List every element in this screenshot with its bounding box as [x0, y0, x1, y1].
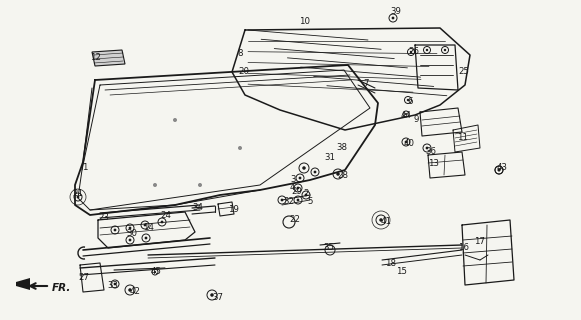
Circle shape	[497, 169, 500, 172]
Circle shape	[444, 49, 446, 51]
Text: 28: 28	[337, 172, 348, 180]
Text: 10: 10	[299, 18, 310, 27]
Text: 12: 12	[90, 52, 101, 61]
Circle shape	[314, 171, 317, 173]
Text: 42: 42	[130, 286, 141, 295]
Circle shape	[145, 236, 148, 239]
Text: 37: 37	[212, 293, 223, 302]
Text: 11: 11	[457, 133, 468, 142]
Text: 30: 30	[126, 229, 137, 238]
Text: 18: 18	[385, 260, 396, 268]
Circle shape	[426, 147, 428, 149]
Circle shape	[410, 51, 413, 53]
Text: 36: 36	[425, 148, 436, 156]
Text: 32: 32	[283, 197, 294, 206]
Circle shape	[426, 49, 428, 51]
Text: 43: 43	[497, 164, 508, 172]
Circle shape	[296, 199, 299, 201]
Circle shape	[302, 166, 306, 170]
Circle shape	[128, 227, 131, 229]
Text: 2: 2	[303, 188, 309, 197]
Text: 34: 34	[192, 203, 203, 212]
Circle shape	[210, 293, 214, 297]
Text: 35: 35	[323, 243, 334, 252]
Circle shape	[379, 218, 383, 222]
Circle shape	[128, 288, 132, 292]
Polygon shape	[92, 50, 125, 66]
Text: 22: 22	[289, 214, 300, 223]
Circle shape	[304, 194, 307, 196]
Circle shape	[336, 172, 340, 176]
Text: 41: 41	[381, 218, 392, 227]
Circle shape	[296, 187, 299, 189]
Text: 5: 5	[307, 197, 313, 206]
Circle shape	[281, 199, 284, 201]
Text: 40: 40	[404, 139, 415, 148]
Text: 15: 15	[396, 268, 407, 276]
Text: 17: 17	[474, 237, 485, 246]
Circle shape	[114, 228, 116, 231]
Circle shape	[407, 99, 409, 101]
Circle shape	[144, 224, 146, 227]
Text: 16: 16	[458, 244, 469, 252]
Text: 8: 8	[237, 50, 242, 59]
Circle shape	[154, 271, 156, 273]
Text: 38: 38	[336, 142, 347, 151]
Text: 1: 1	[82, 164, 88, 172]
Text: 3: 3	[290, 174, 296, 183]
Circle shape	[77, 196, 80, 198]
Circle shape	[153, 183, 157, 187]
Text: FR.: FR.	[52, 283, 71, 293]
Text: 20: 20	[238, 68, 249, 76]
Polygon shape	[16, 278, 30, 290]
Text: 33: 33	[107, 281, 118, 290]
Circle shape	[299, 177, 302, 180]
Text: 19: 19	[228, 205, 239, 214]
Circle shape	[128, 239, 131, 241]
Circle shape	[405, 113, 407, 115]
Circle shape	[160, 220, 163, 223]
Text: 31: 31	[324, 154, 335, 163]
Text: 9: 9	[413, 116, 418, 124]
Circle shape	[198, 183, 202, 187]
Text: 45: 45	[151, 268, 162, 276]
Text: 14: 14	[143, 223, 154, 233]
Text: 24: 24	[160, 211, 171, 220]
Text: 44: 44	[401, 111, 412, 121]
Circle shape	[114, 283, 116, 285]
Text: 25: 25	[458, 68, 469, 76]
Text: 23: 23	[98, 213, 109, 222]
Circle shape	[392, 17, 394, 20]
Text: 29: 29	[291, 188, 302, 196]
Text: 21: 21	[72, 188, 83, 197]
Text: 4: 4	[290, 183, 296, 193]
Circle shape	[404, 140, 407, 143]
Circle shape	[238, 146, 242, 150]
Text: 7: 7	[363, 79, 368, 89]
Circle shape	[173, 118, 177, 122]
Text: 27: 27	[78, 274, 89, 283]
Text: 13: 13	[428, 158, 439, 167]
Text: 26: 26	[408, 47, 419, 57]
Text: 6: 6	[407, 97, 413, 106]
Text: 39: 39	[390, 7, 401, 17]
Circle shape	[497, 169, 500, 172]
